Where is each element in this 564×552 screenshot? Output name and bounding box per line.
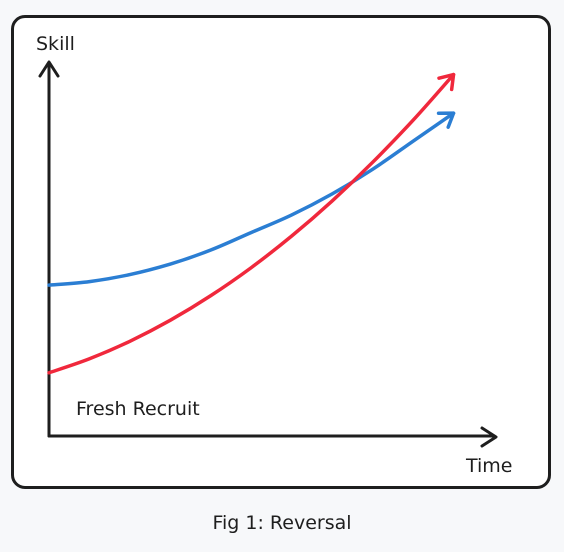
series-line-0 <box>47 111 456 287</box>
x-axis-label: Time <box>465 455 513 477</box>
figure-caption: Fig 1: Reversal <box>212 512 352 534</box>
y-axis-label: Skill <box>36 33 75 55</box>
series-arrowhead-1 <box>437 72 456 92</box>
chart-frame <box>11 15 551 489</box>
annotation-fresh-recruit: Fresh Recruit <box>76 398 200 420</box>
series-line-1 <box>47 72 456 375</box>
x-axis-arrowhead <box>480 426 498 448</box>
y-axis-arrowhead <box>38 60 60 78</box>
series-arrowhead-0 <box>436 111 456 129</box>
